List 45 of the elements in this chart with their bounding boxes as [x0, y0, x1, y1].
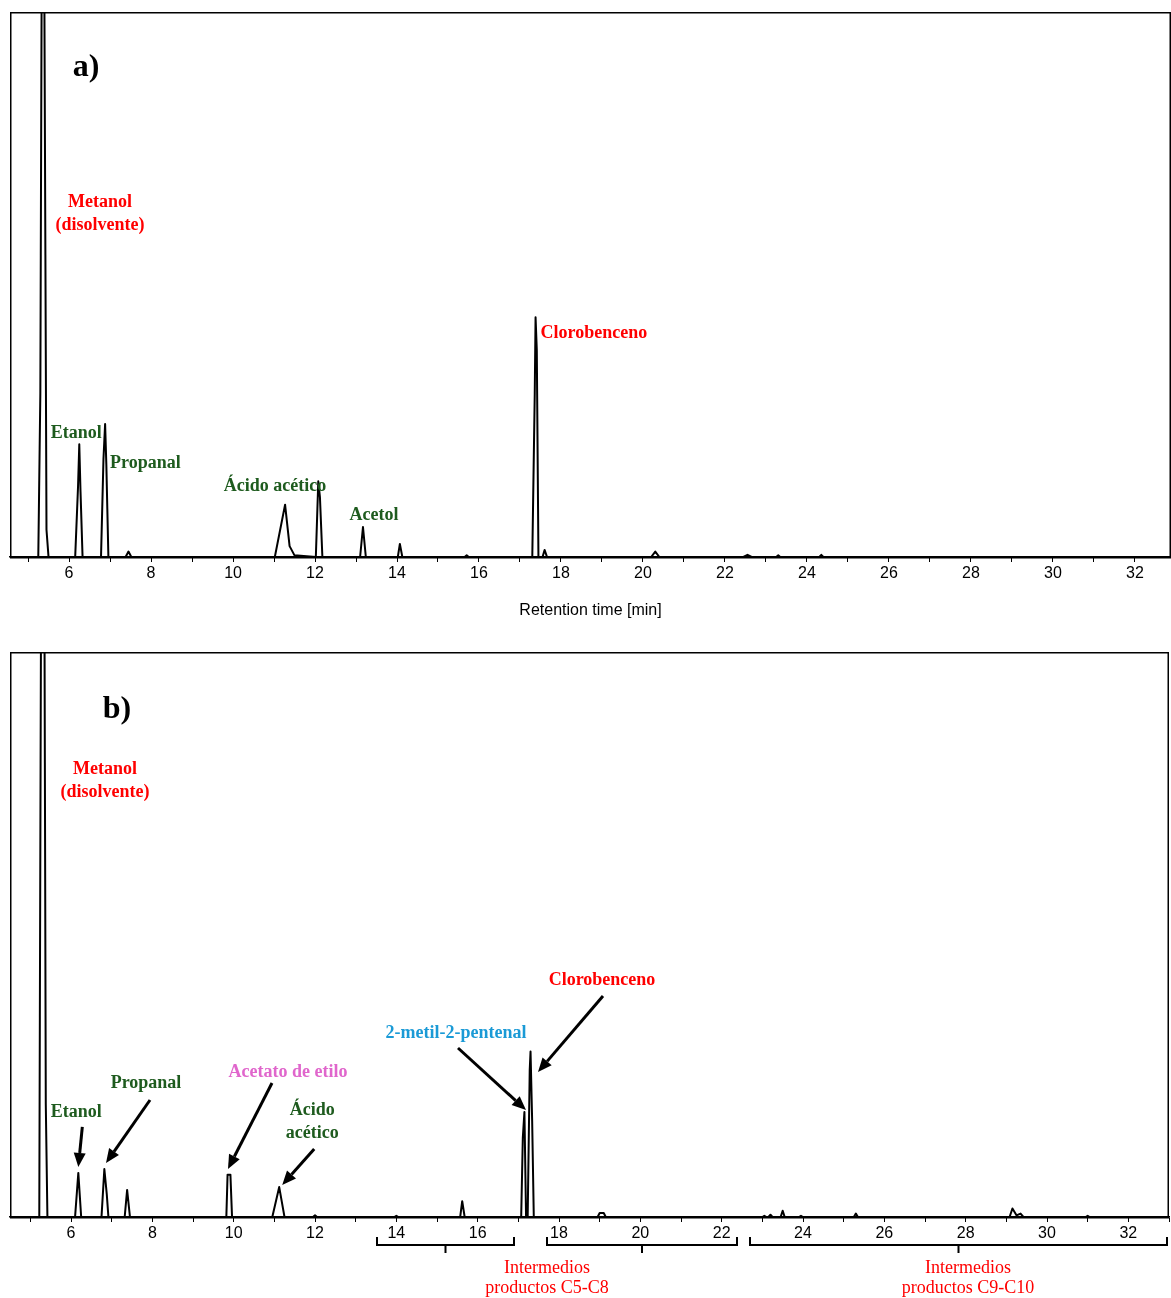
- x-tick-label: 6: [64, 564, 74, 582]
- x-tick-label: 14: [388, 564, 406, 582]
- annotation: Etanol: [50, 1100, 102, 1121]
- annotation: Clorobenceno: [548, 968, 656, 989]
- x-tick-label: 14: [387, 1224, 406, 1242]
- x-tick-label: 6: [66, 1224, 76, 1242]
- x-tick-label: 28: [956, 1224, 975, 1242]
- x-tick-label: 12: [306, 1224, 324, 1242]
- x-tick-label: 26: [875, 1224, 894, 1242]
- annotation: a): [72, 47, 100, 84]
- x-tick-label: 10: [224, 1224, 243, 1242]
- text: Intermedios productos C5-C8: [485, 1256, 609, 1297]
- x-tick-label: 16: [468, 1224, 487, 1242]
- text: Intermedios productos C9-C10: [901, 1256, 1035, 1297]
- x-tick-label: 24: [794, 1224, 812, 1242]
- x-tick-label: 10: [224, 564, 243, 582]
- x-tick-label: 28: [962, 564, 980, 582]
- x-tick-label: 18: [552, 564, 570, 582]
- annotation: Propanal: [110, 451, 181, 472]
- x-tick-label: 12: [306, 564, 325, 582]
- x-tick-label: 18: [550, 1224, 568, 1242]
- x-tick-label: 24: [798, 564, 816, 582]
- annotation: Etanol: [50, 421, 102, 442]
- x-tick-label: 32: [1126, 564, 1144, 582]
- x-tick-label: 20: [634, 564, 652, 582]
- x-tick-label: 8: [146, 564, 156, 582]
- x-tick-label: 22: [712, 1224, 731, 1242]
- annotation: 2-metil-2-pentenal: [385, 1021, 527, 1042]
- annotation: Clorobenceno: [540, 321, 648, 342]
- x-tick-label: 32: [1119, 1224, 1138, 1242]
- annotation: b): [102, 689, 132, 726]
- annotation: Metanol (disolvente): [60, 757, 150, 802]
- x-tick-label: 30: [1038, 1224, 1056, 1242]
- x-tick-label: 16: [470, 564, 488, 582]
- x-tick-label: 30: [1044, 564, 1062, 582]
- x-tick-label: 26: [880, 564, 898, 582]
- annotation: Acetol: [349, 503, 399, 524]
- annotation: Metanol (disolvente): [55, 190, 145, 235]
- annotation: Ácido acético: [285, 1097, 339, 1142]
- x-tick-label: 22: [716, 564, 734, 582]
- annotation: Propanal: [110, 1071, 182, 1092]
- annotation: Acetato de etilo: [228, 1060, 348, 1081]
- x-tick-label: 8: [147, 1224, 157, 1242]
- x-axis-title: Retention time [min]: [519, 600, 662, 618]
- x-tick-label: 20: [631, 1224, 650, 1242]
